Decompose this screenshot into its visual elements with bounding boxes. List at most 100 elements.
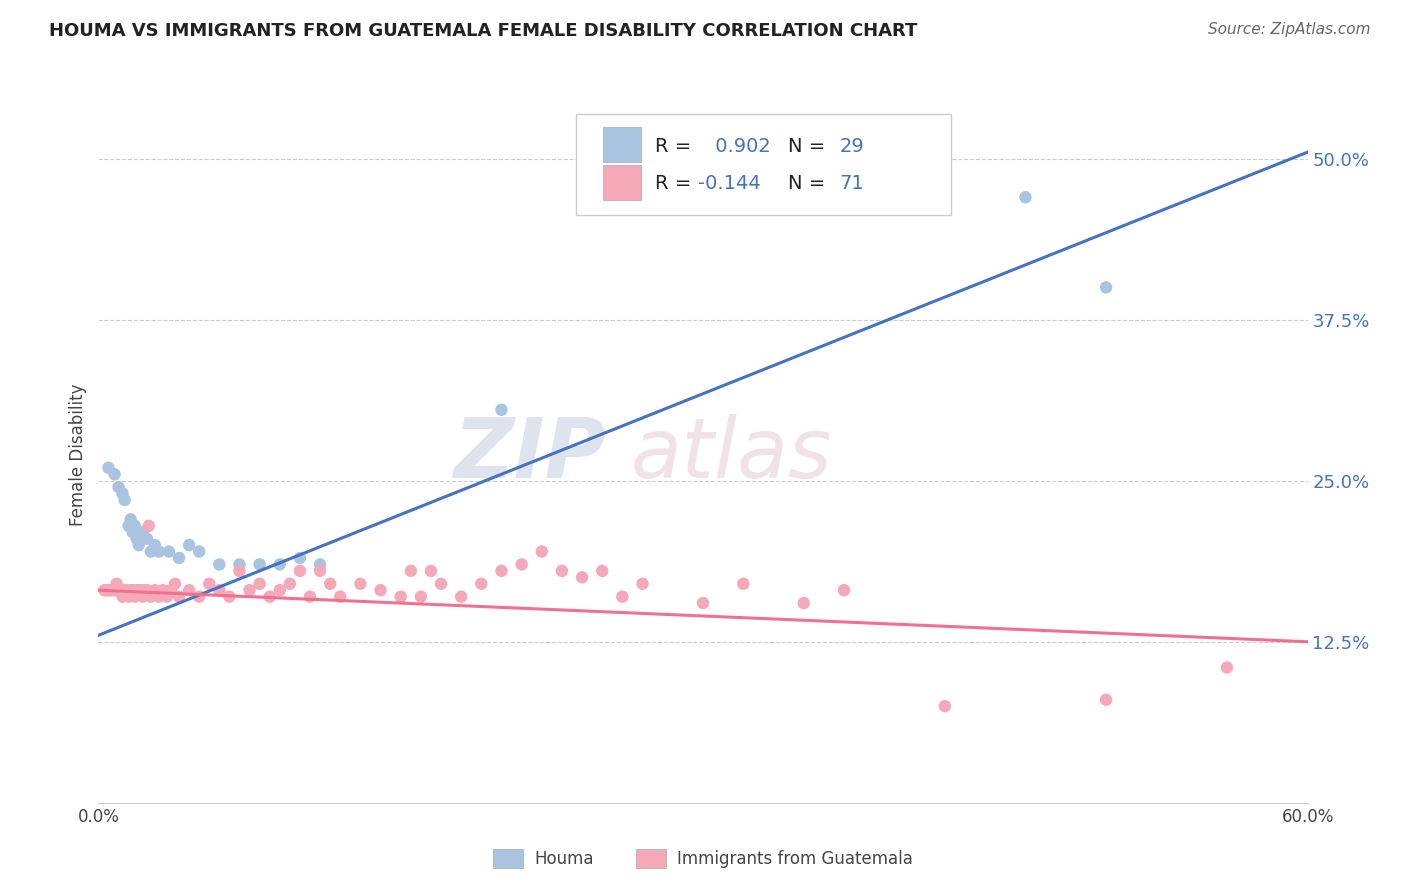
Text: atlas: atlas	[630, 415, 832, 495]
Point	[160, 583, 183, 598]
Point	[97, 583, 120, 598]
Point	[299, 590, 322, 604]
Point	[288, 564, 311, 578]
Point	[128, 583, 150, 598]
Point	[399, 564, 422, 578]
Point	[118, 590, 141, 604]
Point	[101, 583, 124, 598]
Point	[132, 525, 155, 540]
Point	[259, 590, 281, 604]
Point	[349, 576, 371, 591]
Point	[97, 460, 120, 475]
Point	[118, 518, 141, 533]
FancyBboxPatch shape	[576, 114, 950, 215]
Point	[612, 590, 634, 604]
Point	[269, 583, 291, 598]
Point	[177, 538, 201, 552]
Point	[1095, 692, 1118, 706]
Point	[111, 590, 134, 604]
Point	[269, 558, 291, 572]
Point	[551, 564, 574, 578]
Point	[93, 583, 115, 598]
Point	[218, 590, 240, 604]
Text: 0.902: 0.902	[709, 136, 770, 155]
Point	[111, 486, 134, 500]
Point	[103, 583, 125, 598]
Text: Source: ZipAtlas.com: Source: ZipAtlas.com	[1208, 22, 1371, 37]
Point	[198, 576, 221, 591]
Point	[167, 590, 190, 604]
Point	[934, 699, 956, 714]
Point	[188, 544, 211, 558]
Point	[288, 551, 311, 566]
Point	[450, 590, 472, 604]
Text: 71: 71	[839, 174, 865, 193]
Point	[103, 467, 125, 482]
Point	[1216, 660, 1239, 674]
Point	[96, 583, 118, 598]
Point	[329, 590, 352, 604]
Point	[249, 558, 271, 572]
Text: N =: N =	[787, 136, 831, 155]
Text: ZIP: ZIP	[454, 415, 606, 495]
Point	[470, 576, 492, 591]
Point	[309, 564, 332, 578]
Point	[100, 583, 122, 598]
Text: R =: R =	[655, 136, 697, 155]
Point	[228, 558, 250, 572]
Point	[389, 590, 412, 604]
Point	[148, 544, 170, 558]
Point	[239, 583, 262, 598]
Point	[733, 576, 755, 591]
Point	[278, 576, 301, 591]
Point	[105, 576, 128, 591]
Point	[249, 576, 271, 591]
Point	[121, 525, 143, 540]
Point	[793, 596, 815, 610]
Point	[134, 583, 156, 598]
Text: R =: R =	[655, 174, 697, 193]
Point	[152, 583, 174, 598]
Point	[143, 583, 166, 598]
Point	[188, 590, 211, 604]
Point	[148, 590, 170, 604]
Text: N =: N =	[787, 174, 831, 193]
Point	[409, 590, 432, 604]
Point	[115, 583, 138, 598]
Point	[419, 564, 441, 578]
FancyBboxPatch shape	[603, 128, 641, 162]
Point	[491, 564, 513, 578]
Legend: Houma, Immigrants from Guatemala: Houma, Immigrants from Guatemala	[486, 842, 920, 875]
Point	[228, 564, 250, 578]
Point	[631, 576, 654, 591]
Point	[107, 480, 129, 494]
Text: 29: 29	[839, 136, 865, 155]
Point	[491, 402, 513, 417]
Point	[163, 576, 186, 591]
Point	[110, 583, 132, 598]
Point	[120, 583, 142, 598]
Point	[430, 576, 453, 591]
Point	[309, 558, 332, 572]
Point	[510, 558, 533, 572]
Point	[143, 538, 166, 552]
Point	[124, 590, 146, 604]
Point	[114, 493, 136, 508]
Point	[125, 583, 148, 598]
Point	[208, 583, 231, 598]
Point	[125, 532, 148, 546]
Point	[121, 583, 143, 598]
Point	[120, 512, 142, 526]
Point	[135, 583, 157, 598]
Point	[132, 590, 155, 604]
Point	[1014, 190, 1036, 204]
Point	[832, 583, 855, 598]
Point	[139, 590, 162, 604]
Point	[319, 576, 342, 591]
Point	[167, 551, 190, 566]
Point	[692, 596, 714, 610]
Point	[571, 570, 593, 584]
Point	[114, 583, 136, 598]
Point	[370, 583, 392, 598]
Point	[591, 564, 613, 578]
